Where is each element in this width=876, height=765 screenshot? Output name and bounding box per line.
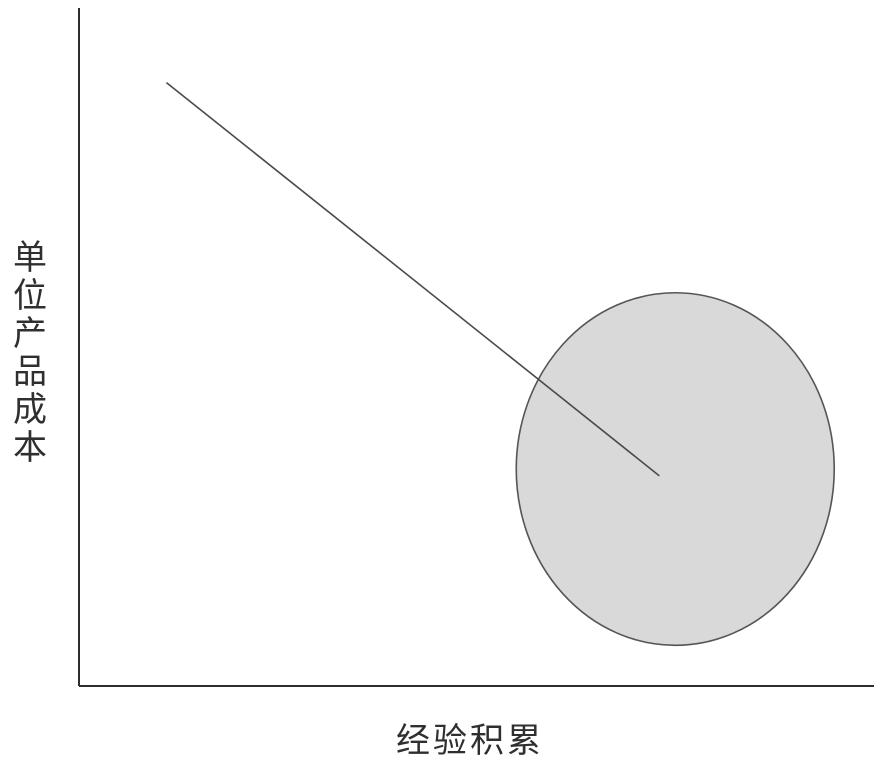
y-axis-title-char: 品	[13, 352, 47, 392]
experience-curve-line	[165, 81, 660, 477]
y-axis-title-char: 成	[13, 390, 47, 430]
x-axis-title: 经验积累	[396, 721, 544, 761]
y-axis-title-char: 本	[13, 428, 47, 468]
y-axis-title-char: 单	[13, 238, 47, 278]
y-axis-title-char: 位	[13, 276, 47, 316]
y-axis-title-char: 产	[13, 314, 47, 354]
y-axis-title: 单 位 产 品 成 本	[13, 238, 47, 468]
highlighted-region-ellipse	[515, 291, 836, 647]
